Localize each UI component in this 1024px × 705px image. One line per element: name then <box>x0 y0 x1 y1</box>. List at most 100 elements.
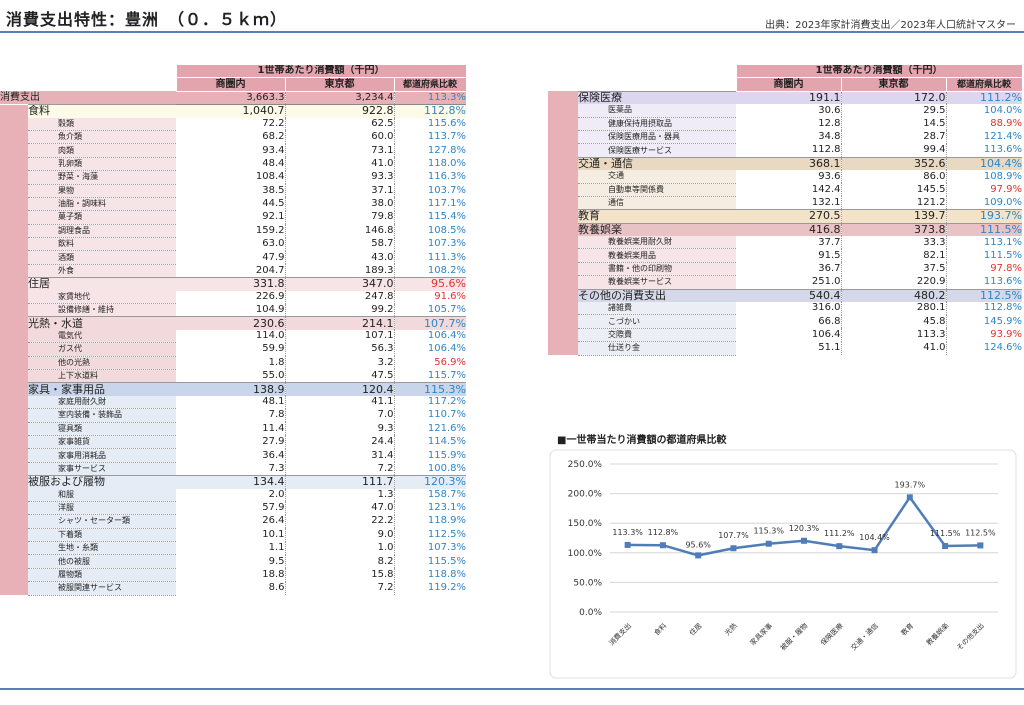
value-area: 51.1 <box>818 342 841 354</box>
row-side <box>0 356 28 370</box>
row-label: 消費支出 <box>0 91 176 105</box>
value-tokyo: 146.8 <box>284 224 394 238</box>
category-label: 交通・通信 <box>578 156 736 171</box>
value-compare: 95.6% <box>393 277 466 291</box>
value-area: 34.8 <box>818 131 841 143</box>
value-area: 11.4 <box>262 422 285 434</box>
subcategory-label: こづかい <box>578 314 736 329</box>
value-area: 9.5 <box>268 555 285 567</box>
value-tokyo: 113.3 <box>840 328 946 342</box>
value-tokyo: 9.3 <box>284 422 394 436</box>
col-header-tokyo: 東京都 <box>840 77 947 92</box>
col-header-compare: 都道府県比較 <box>945 77 1023 92</box>
subcategory-label: 設備修繕・維持 <box>28 303 176 318</box>
value-area: 270.5 <box>736 209 841 224</box>
value-compare: 103.7% <box>393 184 466 198</box>
value-tokyo: 121.2 <box>840 196 946 210</box>
value-tokyo: 107.1 <box>284 329 394 343</box>
value-area: 72.2 <box>262 118 285 129</box>
table-row: 果物 38.5 37.1 103.7% <box>0 184 466 198</box>
row-side <box>548 275 578 290</box>
table-row: 被服関連サービス 8.6 7.2 119.2% <box>0 581 466 596</box>
row-side <box>0 395 28 409</box>
row-side <box>548 341 578 356</box>
subcategory-label: 仕送り金 <box>578 341 736 356</box>
subcategory-label: 保険医療サービス <box>578 143 736 158</box>
subcategory-label: 家事雑貨 <box>28 435 176 450</box>
table-row: ガス代 59.9 56.3 106.4% <box>0 342 466 357</box>
table-row: 教養娯楽サービス 251.0 220.9 113.6% <box>548 275 1022 290</box>
col-header-tokyo: 東京都 <box>284 77 395 92</box>
subcategory-label: 教養娯楽用耐久財 <box>578 236 736 250</box>
row-side <box>0 501 28 515</box>
value-area: 18.8 <box>262 569 285 581</box>
value-compare: 121.6% <box>393 422 466 436</box>
value-compare: 121.4% <box>945 130 1022 144</box>
category-label: 交通・通信 <box>849 621 880 652</box>
bottom-divider <box>0 688 1024 690</box>
value-tokyo: 14.5 <box>840 117 946 131</box>
value-area: 104.9 <box>255 303 285 315</box>
value-compare: 112.5% <box>945 288 1022 303</box>
value-area: 55.0 <box>262 369 285 381</box>
value-tokyo: 373.8 <box>840 222 946 237</box>
value-tokyo: 24.4 <box>284 435 394 449</box>
value-compare: 105.7% <box>393 303 466 317</box>
row-side <box>0 104 28 118</box>
table-row: 教養娯楽用耐久財 37.7 33.3 113.1% <box>548 236 1022 250</box>
value-compare: 145.9% <box>945 314 1022 329</box>
value-compare: 107.7% <box>393 316 466 330</box>
value-tokyo: 56.3 <box>284 342 394 357</box>
value-tokyo: 41.1 <box>284 395 394 409</box>
value-tokyo: 15.8 <box>284 568 394 582</box>
category-label: 住居 <box>28 277 176 291</box>
category-label: その他支出 <box>955 621 986 652</box>
value-area: 1.8 <box>268 356 285 368</box>
data-point <box>977 542 984 549</box>
subcategory-label: 野菜・海藻 <box>28 170 176 185</box>
col-header-area: 商圏内 <box>175 77 286 92</box>
value-tokyo: 37.1 <box>284 184 394 198</box>
value-area: 112.8 <box>811 144 841 156</box>
table-row: 食料 1,040.7 922.8 112.8% <box>0 104 466 118</box>
row-side <box>548 91 578 105</box>
right-spending-table: 1世帯あたり消費額（千円） 商圏内 東京都 都道府県比較 保険医療 191.1 17… <box>548 63 1023 356</box>
value-compare: 117.1% <box>393 197 466 211</box>
value-area: 106.4 <box>811 329 841 340</box>
value-area: 3,663.3 <box>176 91 285 106</box>
row-side <box>0 264 28 278</box>
value-compare: 193.7% <box>945 209 1022 224</box>
table-row: 書籍・他の印刷物 36.7 37.5 97.8% <box>548 262 1022 277</box>
row-side <box>548 209 578 224</box>
value-tokyo: 1.3 <box>284 488 394 502</box>
subcategory-label: 他の光熱 <box>28 356 176 370</box>
value-compare: 106.4% <box>393 329 466 343</box>
value-area: 48.4 <box>262 157 285 169</box>
row-side <box>0 369 28 383</box>
value-area: 30.6 <box>818 104 841 116</box>
data-label: 111.2% <box>824 529 855 538</box>
value-compare: 119.2% <box>393 581 466 596</box>
table-row: 他の被服 9.5 8.2 115.5% <box>0 554 466 569</box>
data-point <box>801 537 807 544</box>
category-label: 光熱・水道 <box>28 316 176 330</box>
value-compare: 115.5% <box>393 554 466 569</box>
subcategory-label: 教養娯楽サービス <box>578 275 736 290</box>
subcategory-label: 交際費 <box>578 328 736 343</box>
subcategory-label: 被服関連サービス <box>28 581 176 596</box>
table-row: 光熱・水道 230.6 214.1 107.7% <box>0 316 466 330</box>
value-compare: 108.5% <box>393 224 466 238</box>
value-compare: 110.7% <box>393 408 466 423</box>
value-area: 159.2 <box>255 224 285 236</box>
value-tokyo: 922.8 <box>284 104 394 118</box>
table-row: 消費支出 3,663.3 3,234.4 113.3% <box>0 91 466 106</box>
row-side <box>0 277 28 291</box>
value-tokyo: 73.1 <box>284 143 394 158</box>
value-tokyo: 7.0 <box>284 408 394 423</box>
col-header-area: 商圏内 <box>735 77 842 92</box>
row-side <box>0 130 28 144</box>
value-area: 230.6 <box>176 316 285 330</box>
row-side <box>548 170 578 184</box>
data-label: 113.3% <box>612 528 643 537</box>
subcategory-label: 家庭用耐久財 <box>28 395 176 410</box>
